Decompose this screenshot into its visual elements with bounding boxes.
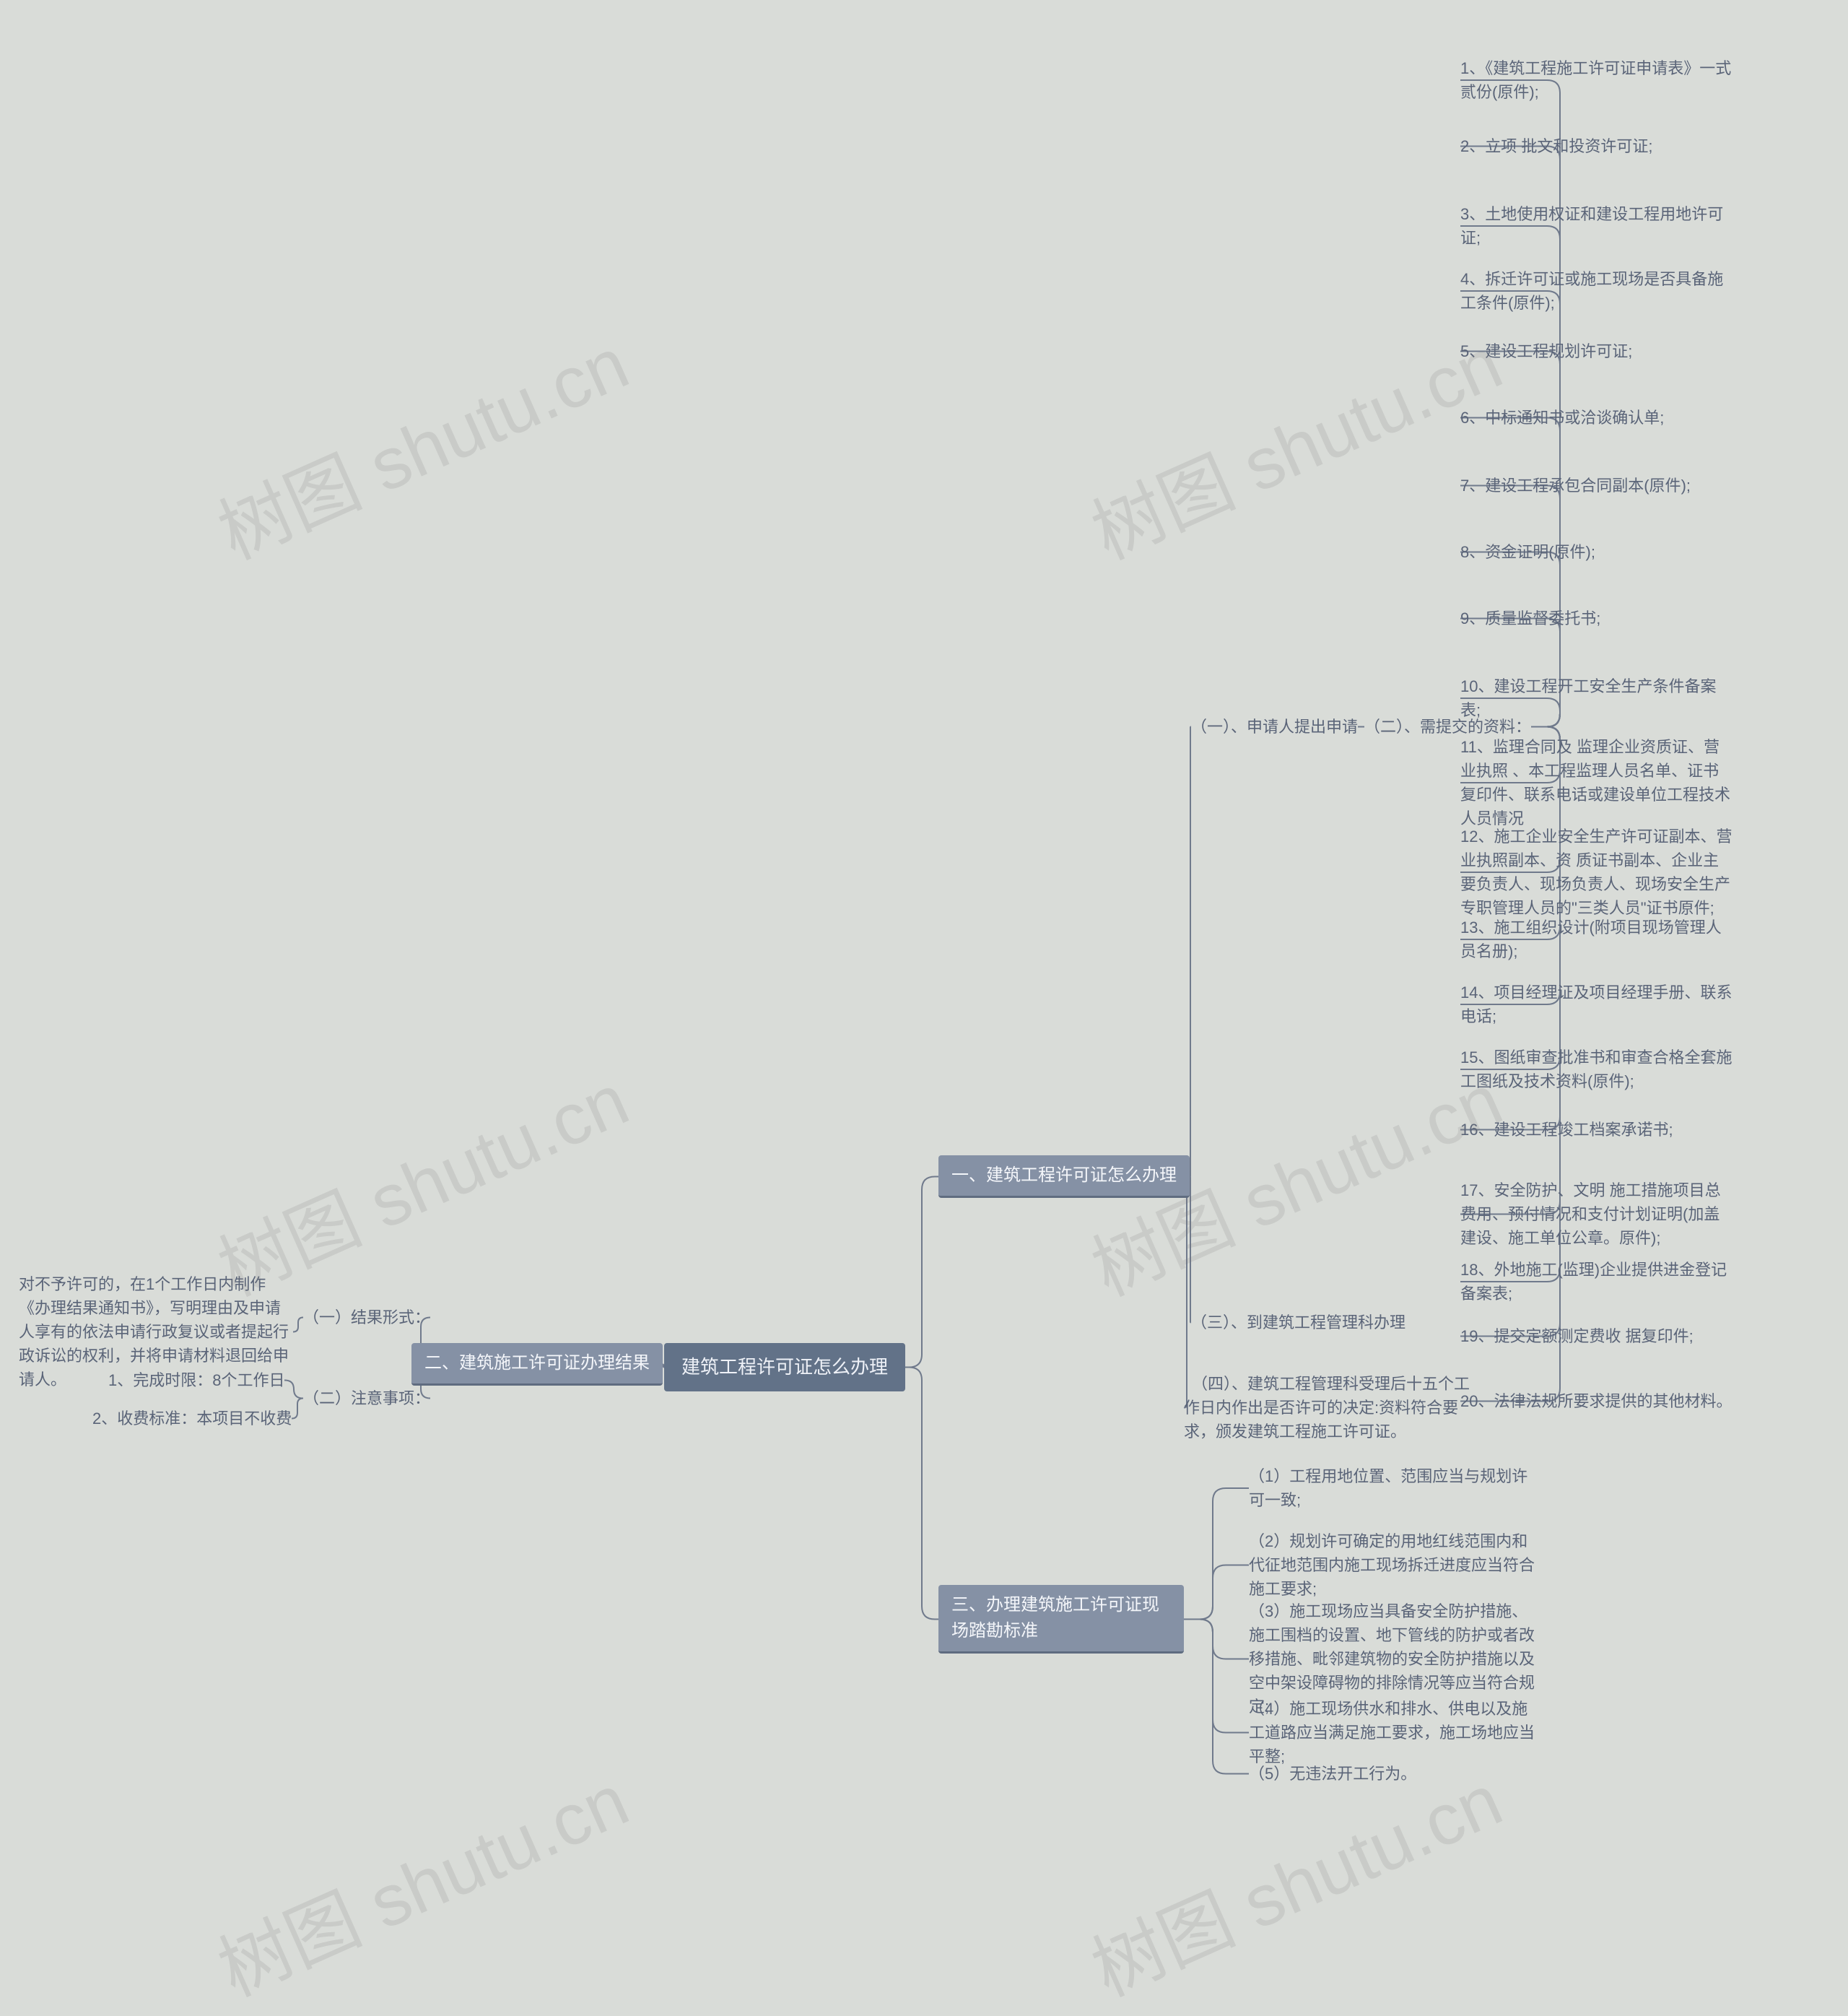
b3-item: （1）工程用地位置、范围应当与规划许可一致;	[1249, 1464, 1538, 1512]
b2-sub2: （二）注意事项：	[303, 1386, 430, 1410]
b1-sub4: （四）、建筑工程管理科受理后十五个工作日内作出是否许可的决定:资料符合要求，颁发…	[1184, 1372, 1473, 1443]
b1-sub3: （三）、到建筑工程管理科办理	[1191, 1311, 1405, 1334]
root-node: 建筑工程许可证怎么办理	[664, 1343, 905, 1391]
doc-item: 11、监理合同及 监理企业资质证、营业执照 、本工程监理人员名单、证书复印件、联…	[1460, 735, 1735, 830]
doc-item: 6、中标通知书或洽谈确认单;	[1460, 406, 1664, 430]
doc-item: 1、《建筑工程施工许可证申请表》一式贰份(原件);	[1460, 56, 1735, 104]
b3-item: （5）无违法开工行为。	[1249, 1762, 1416, 1786]
b3-item: （4）施工现场供水和排水、供电以及施工道路应当满足施工要求，施工场地应当平整;	[1249, 1697, 1538, 1768]
doc-item: 8、资金证明(原件);	[1460, 540, 1595, 564]
doc-item: 9、质量监督委托书;	[1460, 607, 1600, 630]
doc-item: 12、施工企业安全生产许可证副本、营业执照副本、资 质证书副本、企业主要负责人、…	[1460, 825, 1735, 920]
doc-item: 5、建设工程规划许可证;	[1460, 339, 1632, 363]
b1-sub1: （一）、申请人提出申请	[1191, 715, 1358, 739]
b3-item: （2）规划许可确定的用地红线范围内和代征地范围内施工现场拆迁进度应当符合施工要求…	[1249, 1529, 1538, 1601]
branch-3: 三、办理建筑施工许可证现场踏勘标准	[938, 1585, 1184, 1654]
branch-1: 一、建筑工程许可证怎么办理	[938, 1155, 1190, 1198]
doc-item: 20、法律法规所要求提供的其他材料。	[1460, 1389, 1732, 1413]
doc-item: 16、建设工程竣工档案承诺书;	[1460, 1118, 1673, 1142]
doc-item: 10、建设工程开工安全生产条件备案表;	[1460, 674, 1735, 722]
doc-item: 13、施工组织设计(附项目现场管理人员名册);	[1460, 916, 1735, 963]
doc-item: 15、图纸审查批准书和审查合格全套施工图纸及技术资料(原件);	[1460, 1046, 1735, 1093]
doc-item: 19、提交定额测定费收 据复印件;	[1460, 1324, 1694, 1348]
doc-item: 14、项目经理证及项目经理手册、联系电话;	[1460, 981, 1735, 1028]
doc-item: 4、拆迁许可证或施工现场是否具备施工条件(原件);	[1460, 267, 1735, 315]
b2-sub1: （一）结果形式：	[303, 1305, 430, 1329]
b2-sub2-leaf: 2、收费标准：本项目不收费	[92, 1407, 292, 1430]
branch-2: 二、建筑施工许可证办理结果	[411, 1343, 663, 1386]
b2-sub2-leaf: 1、完成时限：8个工作日	[108, 1368, 284, 1392]
doc-item: 7、建设工程承包合同副本(原件);	[1460, 474, 1691, 498]
doc-item: 2、立项 批文和投资许可证;	[1460, 134, 1652, 158]
doc-item: 17、安全防护、文明 施工措施项目总费用、预付情况和支付计划证明(加盖建设、施工…	[1460, 1178, 1735, 1250]
doc-item: 3、土地使用权证和建设工程用地许可证;	[1460, 202, 1735, 250]
doc-item: 18、外地施工(监理)企业提供进金登记备案表;	[1460, 1258, 1735, 1305]
